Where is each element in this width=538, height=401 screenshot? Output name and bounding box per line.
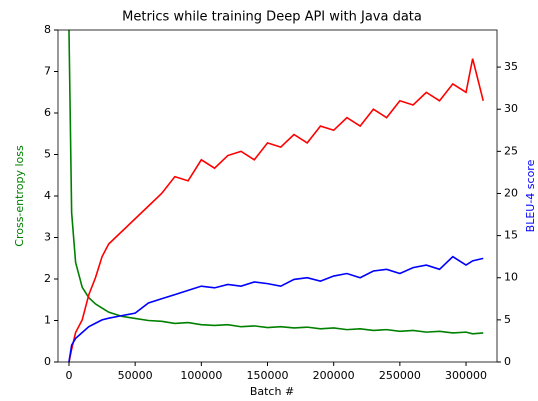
y2-tick-label: 0 — [504, 355, 511, 368]
series-line — [68, 58, 485, 362]
x-tick-label: 200000 — [313, 369, 355, 382]
x-tick-label: 150000 — [247, 369, 289, 382]
x-tick-label: 250000 — [379, 369, 421, 382]
y2-tick-label: 5 — [504, 313, 511, 326]
y2-tick-label: 35 — [504, 60, 518, 73]
series-line — [68, 255, 484, 362]
y2-tick-label: 30 — [504, 102, 518, 115]
y-tick-label: 5 — [44, 148, 51, 161]
x-tick-label: 300000 — [445, 369, 487, 382]
series-line — [68, 30, 484, 335]
x-tick-label: 0 — [65, 369, 72, 382]
y-tick-label: 4 — [44, 189, 51, 202]
y-tick-label: 3 — [44, 231, 51, 244]
y2-axis-label: BLEU-4 score — [524, 159, 537, 232]
x-tick-label: 50000 — [118, 369, 153, 382]
x-axis-label: Batch # — [250, 385, 294, 398]
x-tick-label: 100000 — [180, 369, 222, 382]
y-tick-label: 6 — [44, 106, 51, 119]
chart-title: Metrics while training Deep API with Jav… — [122, 10, 422, 25]
y-tick-label: 8 — [44, 23, 51, 36]
y2-tick-label: 25 — [504, 144, 518, 157]
plot-frame — [57, 29, 498, 363]
y-tick-label: 7 — [44, 65, 51, 78]
y2-tick-label: 20 — [504, 186, 518, 199]
y2-tick-label: 10 — [504, 271, 518, 284]
y2-tick-label: 15 — [504, 229, 518, 242]
y-tick-label: 1 — [44, 314, 51, 327]
y-tick-label: 2 — [44, 272, 51, 285]
y-tick-label: 0 — [44, 355, 51, 368]
plot-area — [68, 30, 485, 362]
y-axis-label: Cross-entropy loss — [13, 145, 26, 247]
